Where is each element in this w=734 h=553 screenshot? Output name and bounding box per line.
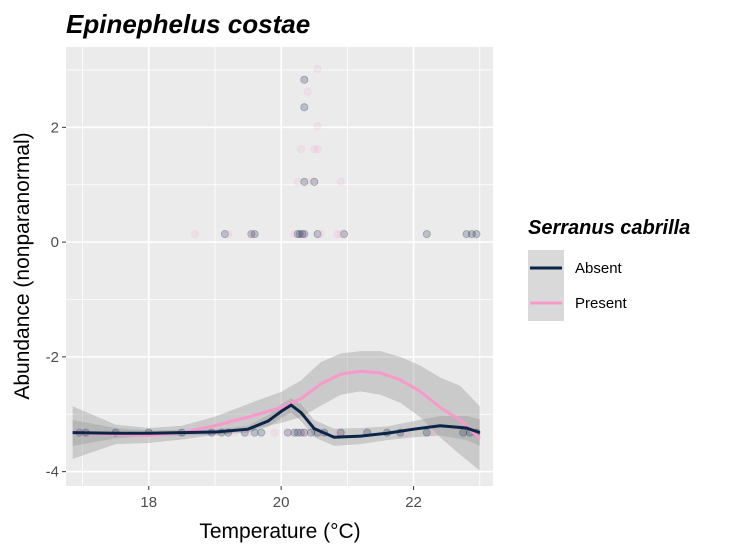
point-absent [247,230,256,239]
point-absent [250,428,259,437]
point-absent [310,177,319,186]
point-present [297,145,306,154]
y-axis-title: Abundance (nonparanormal) [11,132,34,399]
point-present [303,87,312,96]
y-tick-label: -4 [46,464,59,481]
point-absent [293,230,302,239]
point-present [313,122,322,131]
point-absent [283,428,292,437]
y-tick-label: -2 [46,349,59,366]
point-present [270,428,279,437]
legend-title: Serranus cabrilla [528,217,690,239]
point-present [306,177,315,186]
point-absent [313,230,322,239]
point-absent [293,428,302,437]
x-tick-label: 18 [140,494,157,511]
point-present [333,428,342,437]
point-present [313,145,322,154]
point-absent [422,230,431,239]
point-present [313,64,322,73]
point-present [316,230,325,239]
point-present [336,177,345,186]
grid-minor [66,47,493,486]
y-tick-label: 2 [51,119,59,136]
point-absent [298,230,307,239]
point-absent [467,230,476,239]
point-absent [295,230,304,239]
point-absent [290,428,299,437]
point-present [310,145,319,154]
point-absent [257,428,266,437]
smooth-lines [72,369,481,440]
legend: Serranus cabrilla Absent Present [528,217,690,321]
y-tick-label: 0 [51,234,59,251]
point-present [247,230,256,239]
point-present [333,230,342,239]
point-present [429,428,438,437]
point-absent [220,230,229,239]
point-absent [300,230,309,239]
point-present [191,230,200,239]
legend-label-present: Present [575,295,628,312]
point-present [300,230,309,239]
point-absent [306,428,315,437]
point-absent [300,177,309,186]
legend-label-absent: Absent [575,260,623,277]
point-absent [340,230,349,239]
x-axis-ticks: 18 20 22 [140,486,422,511]
point-present [283,428,292,437]
point-absent [462,230,471,239]
point-absent [297,428,306,437]
point-absent [472,230,481,239]
point-present [297,428,306,437]
point-present [290,230,299,239]
x-tick-label: 20 [273,494,290,511]
y-axis-ticks: -4 -2 0 2 [46,119,66,481]
x-axis-title: Temperature (°C) [199,520,360,543]
ribbon-present [72,351,480,471]
point-absent [250,230,259,239]
point-present [224,230,233,239]
point-absent [422,428,431,437]
point-present [293,177,302,186]
point-absent [300,428,309,437]
point-absent [300,103,309,112]
point-absent [459,428,468,437]
chart-title: Epinephelus costae [66,9,310,39]
point-present [336,230,345,239]
point-absent [300,75,309,84]
data-points [75,64,481,437]
smooth-line-absent [72,403,481,439]
x-tick-label: 22 [405,494,422,511]
point-present [303,428,312,437]
